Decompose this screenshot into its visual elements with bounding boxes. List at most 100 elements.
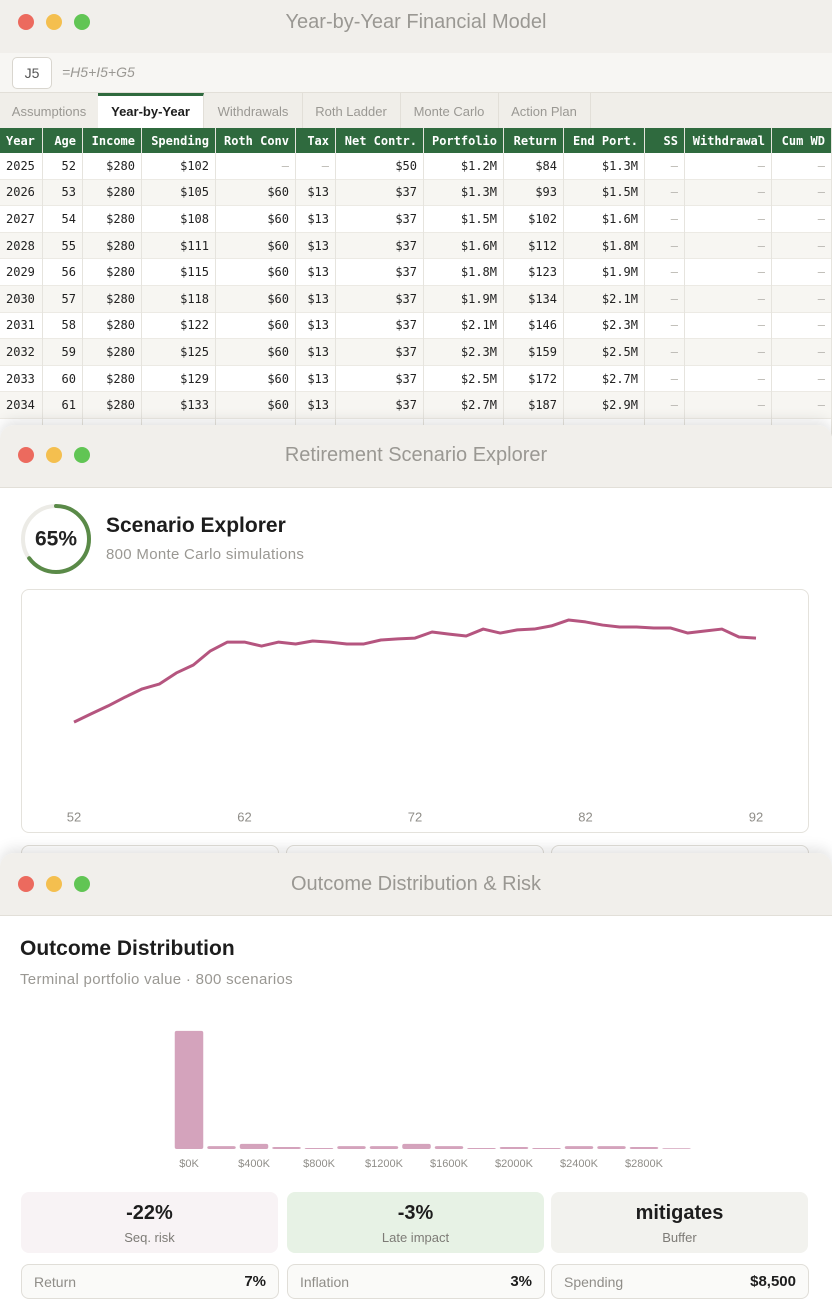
tab[interactable]: Monte Carlo <box>400 93 499 128</box>
minimize-button[interactable] <box>46 876 62 892</box>
table-cell: $37 <box>335 179 424 206</box>
table-cell: $13 <box>295 391 336 419</box>
table-cell: $108 <box>141 205 216 233</box>
tab[interactable]: Action Plan <box>498 93 591 128</box>
title-bar: Outcome Distribution & Risk <box>0 853 832 916</box>
table-cell: $280 <box>82 232 142 259</box>
table-cell: $37 <box>335 205 424 233</box>
table-cell: $1.8M <box>423 258 504 286</box>
table-row: 2027 54 $280 $108 $60 $13 $37 $1.5M $102 $1.6M – – – <box>0 205 832 233</box>
table-cell: 2032 <box>0 338 43 366</box>
table-cell: $13 <box>295 205 336 233</box>
line <box>73 618 757 724</box>
table-cell: – <box>771 258 832 286</box>
table-cell: $37 <box>335 338 424 366</box>
table-cell: – <box>684 338 772 366</box>
table-cell: $280 <box>82 258 142 286</box>
column-header: Age <box>42 128 83 153</box>
histogram-bar <box>662 1148 691 1149</box>
table-cell: $13 <box>295 312 336 339</box>
input-value: 3% <box>510 1273 532 1290</box>
table-cell: $50 <box>335 153 424 180</box>
table-cell: 2030 <box>0 285 43 313</box>
table-cell: $37 <box>335 365 424 392</box>
stat-label: Buffer <box>662 1230 697 1245</box>
table-row: 2031 58 $280 $122 $60 $13 $37 $2.1M $146 $2.3M – – – <box>0 312 832 339</box>
minimize-button[interactable] <box>46 14 62 30</box>
table-cell: – <box>684 285 772 313</box>
table-row: 2026 53 $280 $105 $60 $13 $37 $1.3M $93 $1.5M – – – <box>0 179 832 206</box>
tab[interactable]: Assumptions <box>0 93 99 128</box>
table-cell: $2.1M <box>563 285 645 313</box>
table-cell: 2026 <box>0 179 43 206</box>
table-row: 2028 55 $280 $111 $60 $13 $37 $1.6M $112 $1.8M – – – <box>0 232 832 259</box>
formula[interactable]: =H5+I5+G5 <box>62 64 135 80</box>
zoom-button[interactable] <box>74 876 90 892</box>
table-cell: – <box>644 365 685 392</box>
close-button[interactable] <box>18 14 34 30</box>
table-cell: $13 <box>295 338 336 366</box>
table-cell: – <box>684 232 772 259</box>
cell-reference[interactable]: J5 <box>12 57 52 89</box>
table-cell: – <box>644 312 685 339</box>
table-cell: – <box>684 391 772 419</box>
tab[interactable]: Roth Ladder <box>302 93 401 128</box>
column-header: Withdrawal <box>684 128 772 153</box>
table-cell: – <box>644 179 685 206</box>
table-cell: $133 <box>141 391 216 419</box>
histogram-bar <box>629 1147 659 1149</box>
table-wrap: Year Age Income Spending Roth Conv Tax Net Con… <box>0 128 832 440</box>
input-field[interactable]: Inflation 3% <box>287 1264 545 1299</box>
formula-bar: J5 =H5+I5+G5 <box>0 53 832 93</box>
table-cell: $280 <box>82 365 142 392</box>
table-cell: $93 <box>503 179 564 206</box>
stat-label: Late impact <box>381 1230 450 1245</box>
table-cell: – <box>295 153 336 180</box>
table-cell: $280 <box>82 312 142 339</box>
close-button[interactable] <box>18 876 34 892</box>
table-cell: $2.1M <box>423 312 504 339</box>
table-cell: $60 <box>215 391 296 419</box>
spreadsheet-window: Year-by-Year Financial Model J5 =H5+I5+G… <box>0 0 832 440</box>
input-field[interactable]: Spending $8,500 <box>551 1264 809 1299</box>
column-header: Year <box>0 128 43 153</box>
table-cell: – <box>684 365 772 392</box>
table-cell: $115 <box>141 258 216 286</box>
gauge: 65% <box>21 504 91 574</box>
title-bar: Year-by-Year Financial Model <box>0 0 832 54</box>
table-cell: $2.5M <box>563 338 645 366</box>
stat-card: -3% Late impact <box>287 1192 544 1253</box>
table-cell: – <box>771 312 832 339</box>
table-cell: – <box>684 153 772 180</box>
minimize-button[interactable] <box>46 447 62 463</box>
table-row: 2034 61 $280 $133 $60 $13 $37 $2.7M $187 $2.9M – – – <box>0 391 832 419</box>
table-cell: – <box>644 338 685 366</box>
x-tick-label: 52 <box>67 809 81 824</box>
outcome-window: Outcome Distribution & Risk Outcome Dist… <box>0 853 832 1316</box>
table-row: 2032 59 $280 $125 $60 $13 $37 $2.3M $159 $2.5M – – – <box>0 338 832 366</box>
histogram-bar <box>402 1143 431 1149</box>
table-cell: $37 <box>335 258 424 286</box>
table-cell: $13 <box>295 179 336 206</box>
column-header: Net Contr. <box>335 128 424 153</box>
close-button[interactable] <box>18 447 34 463</box>
histogram-bar <box>597 1146 626 1149</box>
table-row: 2033 60 $280 $129 $60 $13 $37 $2.5M $172 $2.7M – – – <box>0 365 832 392</box>
table-cell: 60 <box>42 365 83 392</box>
zoom-button[interactable] <box>74 447 90 463</box>
histogram-bar <box>564 1146 594 1149</box>
table-cell: $13 <box>295 232 336 259</box>
stat-value: -22% <box>126 1202 173 1224</box>
subtitle: Terminal portfolio value · 800 scenarios <box>20 971 293 988</box>
table-cell: – <box>215 153 296 180</box>
tab[interactable]: Withdrawals <box>204 93 303 128</box>
zoom-button[interactable] <box>74 14 90 30</box>
column-header: Cum WD <box>771 128 832 153</box>
table-cell: 2031 <box>0 312 43 339</box>
tab[interactable]: Year-by-Year <box>98 93 204 128</box>
table-cell: $118 <box>141 285 216 313</box>
input-field[interactable]: Return 7% <box>21 1264 279 1299</box>
column-header: End Port. <box>563 128 645 153</box>
table-cell: $1.6M <box>423 232 504 259</box>
table-cell: 55 <box>42 232 83 259</box>
